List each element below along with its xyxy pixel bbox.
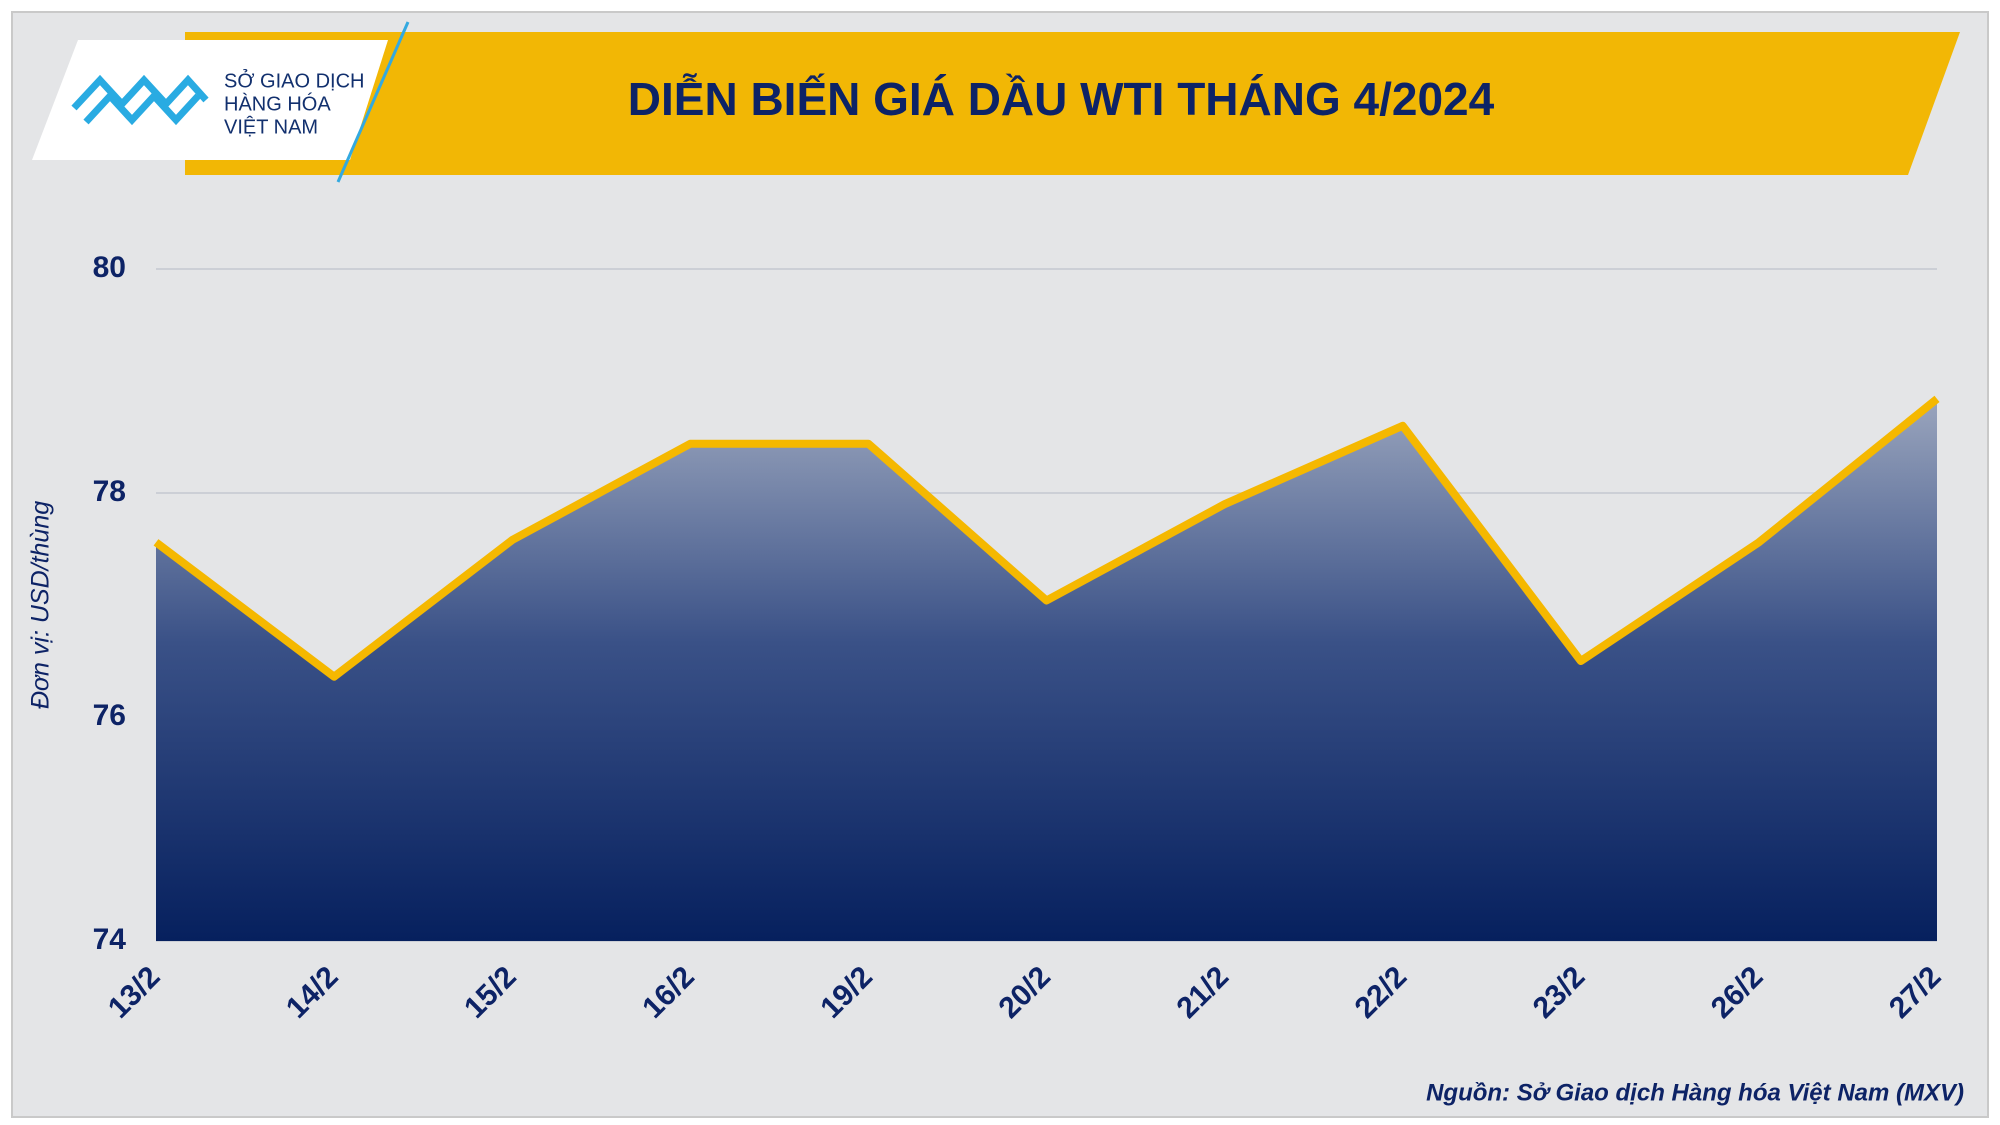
line [153, 395, 1940, 681]
logo-text: HÀNG HÓA [224, 92, 331, 115]
logo-icon [71, 74, 209, 126]
y-tick-label: 80 [93, 251, 126, 284]
logo-text: SỞ GIAO DỊCH [224, 68, 365, 92]
logo-text: VIỆT NAM [224, 115, 318, 138]
y-tick-label: 78 [93, 475, 126, 508]
area-fill [156, 398, 1937, 941]
y-tick-label: 76 [93, 699, 126, 732]
chart-title: DIỄN BIẾN GIÁ DẦU WTI THÁNG 4/2024 [628, 73, 1495, 125]
source: Nguồn: Sở Giao dịch Hàng hóa Việt Nam (M… [1426, 1079, 1964, 1106]
title-banner [185, 32, 1960, 175]
logo-stripe [336, 21, 410, 183]
logo-panel [32, 40, 388, 160]
y-axis-label: Đơn vị: USD/thùng [27, 501, 55, 709]
y-tick-label: 74 [93, 923, 127, 956]
